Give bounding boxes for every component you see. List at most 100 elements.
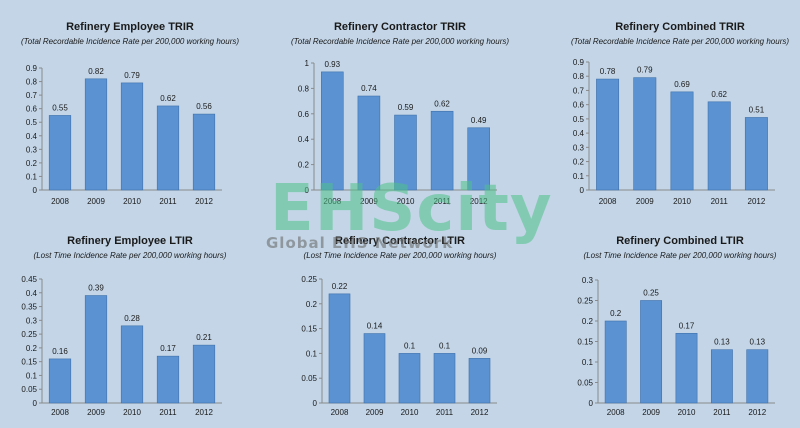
bar-2008 <box>48 358 72 404</box>
x-tick-label: 2011 <box>713 408 731 417</box>
bar-2008 <box>328 293 351 404</box>
y-tick-label: 0.15 <box>21 358 37 367</box>
y-tick-label: 0.2 <box>26 159 38 168</box>
y-tick-label: 0.8 <box>298 84 310 93</box>
bar-2009 <box>84 295 108 404</box>
x-tick-label: 2011 <box>159 197 177 206</box>
y-tick-label: 0.3 <box>26 316 38 325</box>
x-tick-label: 2012 <box>195 197 213 206</box>
bar-2009 <box>640 300 663 404</box>
bar-2008 <box>48 115 72 191</box>
bar-chart-2: Refinery Contractor TRIR (Total Recordabl… <box>291 21 509 206</box>
data-label: 0.82 <box>88 67 104 76</box>
bar-chart-6: Refinery Combined LTIR (Lost Time Inciden… <box>577 235 776 417</box>
y-tick-label: 0.2 <box>306 300 318 309</box>
data-label: 0.62 <box>711 90 727 99</box>
x-tick-label: 2008 <box>51 197 69 206</box>
bar-2009 <box>357 95 381 191</box>
y-tick-label: 0.3 <box>582 276 594 285</box>
bar-2012 <box>467 127 490 191</box>
data-label: 0.56 <box>196 102 212 111</box>
data-label: 0.69 <box>674 80 690 89</box>
y-tick-label: 0.1 <box>306 349 318 358</box>
y-tick-label: 0.45 <box>21 275 37 284</box>
bar-2012 <box>192 113 216 191</box>
y-tick-label: 0 <box>589 399 594 408</box>
y-tick-label: 0.2 <box>573 158 585 167</box>
x-tick-label: 2009 <box>360 197 378 206</box>
chart-title: Refinery Employee LTIR <box>67 235 193 247</box>
y-tick-label: 0 <box>33 399 38 408</box>
data-label: 0.2 <box>610 309 622 318</box>
x-tick-label: 2011 <box>159 408 177 417</box>
bar-2011 <box>433 353 456 404</box>
chart-subtitle: (Lost Time Incidence Rate per 200,000 wo… <box>34 251 227 260</box>
x-tick-label: 2010 <box>123 197 141 206</box>
data-label: 0.16 <box>52 347 68 356</box>
y-tick-label: 0 <box>313 399 318 408</box>
data-label: 0.17 <box>160 344 176 353</box>
data-label: 0.13 <box>714 338 730 347</box>
y-tick-label: 0.25 <box>21 330 37 339</box>
y-tick-label: 0.1 <box>573 172 585 181</box>
bar-chart-1: Refinery Employee TRIR (Total Recordable … <box>21 21 239 206</box>
chart-subtitle: (Total Recordable Incidence Rate per 200… <box>571 37 789 46</box>
bar-2008 <box>596 78 620 191</box>
bar-2009 <box>363 333 386 404</box>
data-label: 0.49 <box>471 116 487 125</box>
chart-title: Refinery Combined LTIR <box>616 235 744 247</box>
bar-chart-5: Refinery Contractor LTIR (Lost Time Incid… <box>301 235 497 417</box>
x-tick-label: 2008 <box>51 408 69 417</box>
x-tick-label: 2011 <box>711 197 729 206</box>
y-tick-label: 0.15 <box>577 338 593 347</box>
x-tick-label: 2012 <box>470 197 488 206</box>
y-tick-label: 0 <box>33 186 38 195</box>
data-label: 0.51 <box>749 105 765 114</box>
y-tick-label: 0.35 <box>21 303 37 312</box>
y-tick-label: 0.2 <box>582 317 594 326</box>
y-tick-label: 0.1 <box>26 172 38 181</box>
chart-title: Refinery Contractor TRIR <box>334 21 466 33</box>
x-tick-label: 2008 <box>323 197 341 206</box>
y-tick-label: 0.9 <box>26 64 38 73</box>
data-label: 0.79 <box>637 66 653 75</box>
data-label: 0.17 <box>679 321 695 330</box>
y-tick-label: 0.15 <box>301 325 317 334</box>
bar-2009 <box>84 78 108 191</box>
y-tick-label: 0.2 <box>298 161 310 170</box>
data-label: 0.22 <box>332 282 348 291</box>
data-label: 0.79 <box>124 71 140 80</box>
y-tick-label: 0.5 <box>573 115 585 124</box>
data-label: 0.1 <box>404 341 416 350</box>
y-tick-label: 0.4 <box>573 129 585 138</box>
y-tick-label: 0.6 <box>573 101 585 110</box>
x-tick-label: 2009 <box>87 197 105 206</box>
x-tick-label: 2010 <box>678 408 696 417</box>
y-tick-label: 0.25 <box>301 275 317 284</box>
y-tick-label: 0.3 <box>573 143 585 152</box>
data-label: 0.28 <box>124 314 140 323</box>
x-tick-label: 2008 <box>599 197 617 206</box>
x-tick-label: 2009 <box>366 408 384 417</box>
y-tick-label: 0.8 <box>573 72 585 81</box>
x-tick-label: 2011 <box>436 408 454 417</box>
y-tick-label: 1 <box>305 59 310 68</box>
bar-2011 <box>156 105 180 191</box>
y-tick-label: 0.6 <box>26 105 38 114</box>
data-label: 0.59 <box>398 103 414 112</box>
bar-2011 <box>707 101 731 191</box>
x-tick-label: 2010 <box>123 408 141 417</box>
x-tick-label: 2010 <box>673 197 691 206</box>
x-tick-label: 2008 <box>331 408 349 417</box>
bar-chart-4: Refinery Employee LTIR (Lost Time Inciden… <box>21 235 226 417</box>
y-tick-label: 0 <box>305 186 310 195</box>
bar-2012 <box>746 349 769 404</box>
y-tick-label: 0.4 <box>26 132 38 141</box>
bar-2008 <box>604 320 627 404</box>
y-tick-label: 0.8 <box>26 78 38 87</box>
bar-2012 <box>192 344 216 404</box>
bar-2010 <box>675 332 698 404</box>
data-label: 0.1 <box>439 341 451 350</box>
data-label: 0.62 <box>434 99 450 108</box>
